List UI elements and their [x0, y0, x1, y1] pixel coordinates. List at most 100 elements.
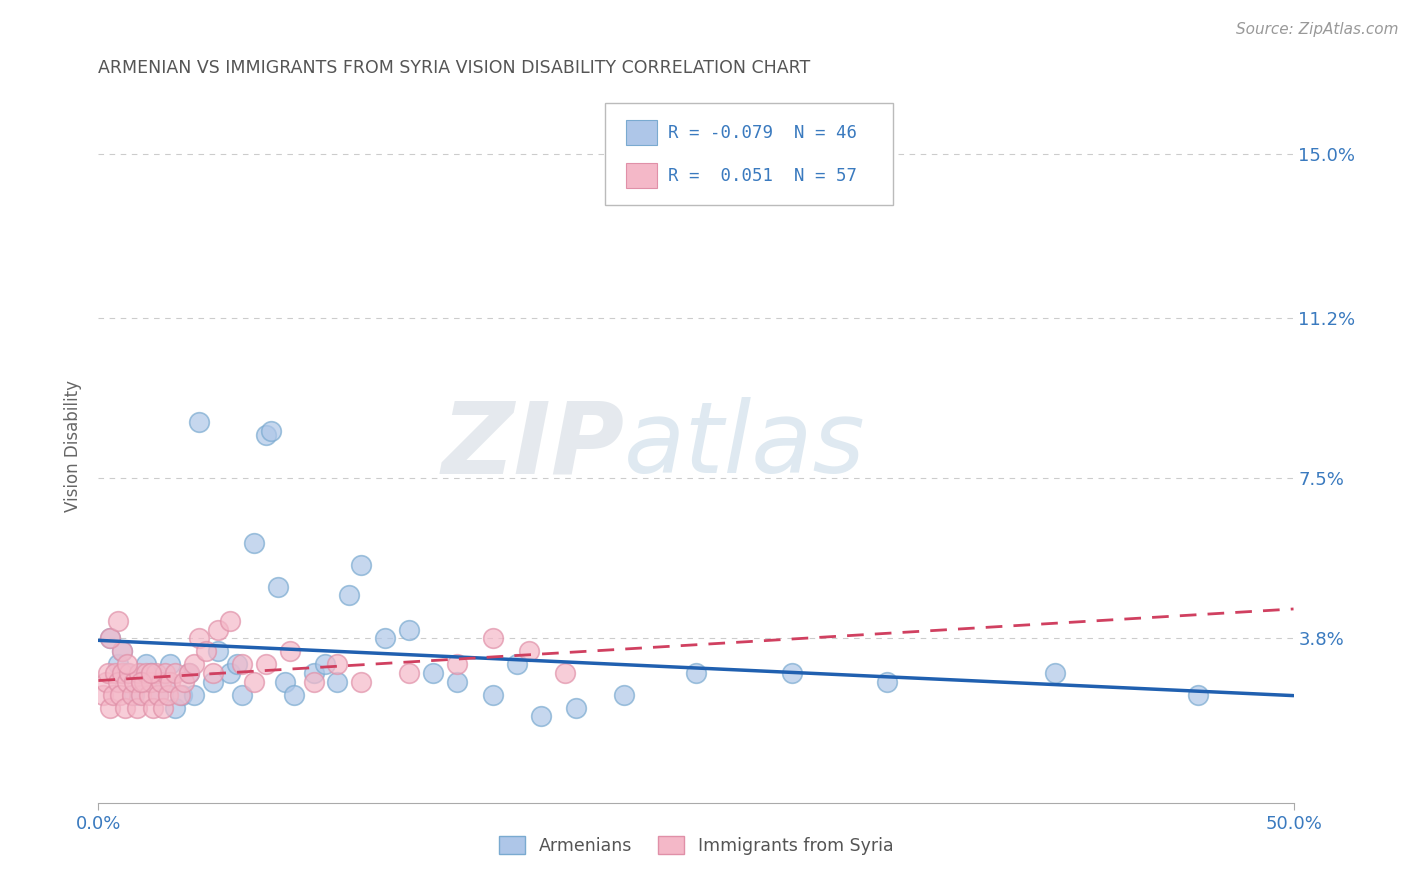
Point	[94, 674, 117, 689]
Point	[98, 700, 122, 714]
Text: R =  0.051  N = 57: R = 0.051 N = 57	[668, 167, 856, 185]
Point	[159, 657, 181, 672]
Point	[446, 674, 468, 689]
Point	[283, 688, 305, 702]
Point	[138, 688, 160, 702]
Point	[231, 688, 253, 702]
Point	[101, 688, 124, 702]
Point	[111, 666, 134, 681]
Point	[121, 688, 143, 702]
Point	[114, 700, 136, 714]
Point	[326, 674, 349, 689]
Point	[274, 674, 297, 689]
Point	[152, 700, 174, 714]
Point	[1043, 666, 1066, 681]
Point	[481, 688, 505, 702]
Point	[169, 688, 191, 702]
Point	[149, 674, 172, 689]
Point	[350, 674, 373, 689]
Point	[156, 688, 179, 702]
Point	[685, 666, 707, 681]
Text: ARMENIAN VS IMMIGRANTS FROM SYRIA VISION DISABILITY CORRELATION CHART: ARMENIAN VS IMMIGRANTS FROM SYRIA VISION…	[98, 59, 811, 77]
Point	[446, 657, 468, 672]
Point	[163, 666, 186, 681]
Point	[259, 424, 281, 438]
Point	[104, 666, 127, 681]
Point	[202, 666, 225, 681]
Point	[326, 657, 349, 672]
Point	[339, 588, 361, 602]
Point	[207, 623, 229, 637]
Point	[118, 666, 141, 681]
Point	[108, 688, 131, 702]
Text: atlas: atlas	[624, 398, 866, 494]
Point	[163, 700, 186, 714]
Point	[115, 657, 138, 672]
Point	[315, 657, 337, 672]
Point	[124, 688, 146, 702]
Point	[183, 657, 205, 672]
Point	[155, 666, 177, 681]
Point	[155, 674, 177, 689]
Point	[145, 666, 167, 681]
Point	[179, 666, 201, 681]
Y-axis label: Vision Disability: Vision Disability	[65, 380, 83, 512]
Point	[278, 644, 301, 658]
Point	[350, 558, 373, 572]
Point	[139, 674, 162, 689]
Point	[302, 674, 325, 689]
Point	[517, 644, 540, 658]
Point	[98, 632, 122, 646]
Point	[124, 674, 146, 689]
Point	[554, 666, 576, 681]
Point	[115, 666, 138, 681]
Point	[131, 688, 153, 702]
Point	[172, 688, 194, 702]
Point	[613, 688, 636, 702]
Point	[243, 536, 266, 550]
Point	[780, 666, 803, 681]
Point	[195, 644, 218, 658]
Point	[243, 674, 266, 689]
Point	[202, 674, 225, 689]
Point	[481, 632, 505, 646]
Point	[398, 623, 420, 637]
Point	[219, 666, 242, 681]
Point	[183, 688, 205, 702]
Point	[207, 644, 229, 658]
Text: R = -0.079  N = 46: R = -0.079 N = 46	[668, 124, 856, 142]
Point	[254, 657, 277, 672]
Point	[97, 666, 120, 681]
Point	[131, 674, 153, 689]
Text: ZIP: ZIP	[441, 398, 624, 494]
Point	[132, 674, 155, 689]
Point	[565, 700, 588, 714]
Point	[231, 657, 253, 672]
Point	[125, 700, 148, 714]
Point	[131, 674, 153, 689]
Point	[107, 657, 129, 672]
Point	[422, 666, 444, 681]
Point	[179, 666, 201, 681]
Point	[267, 580, 290, 594]
Point	[128, 666, 150, 681]
Point	[530, 709, 553, 723]
Point	[135, 666, 157, 681]
Point	[159, 674, 181, 689]
Point	[254, 428, 277, 442]
Point	[187, 632, 209, 646]
Legend: Armenians, Immigrants from Syria: Armenians, Immigrants from Syria	[492, 830, 900, 862]
Point	[398, 666, 420, 681]
Point	[302, 666, 325, 681]
Text: Source: ZipAtlas.com: Source: ZipAtlas.com	[1236, 22, 1399, 37]
Point	[91, 688, 114, 702]
Point	[139, 666, 162, 681]
Point	[148, 688, 170, 702]
Point	[187, 415, 209, 429]
Point	[173, 674, 195, 689]
Point	[506, 657, 529, 672]
Point	[107, 674, 129, 689]
Point	[107, 614, 129, 628]
Point	[111, 644, 134, 658]
Point	[876, 674, 898, 689]
